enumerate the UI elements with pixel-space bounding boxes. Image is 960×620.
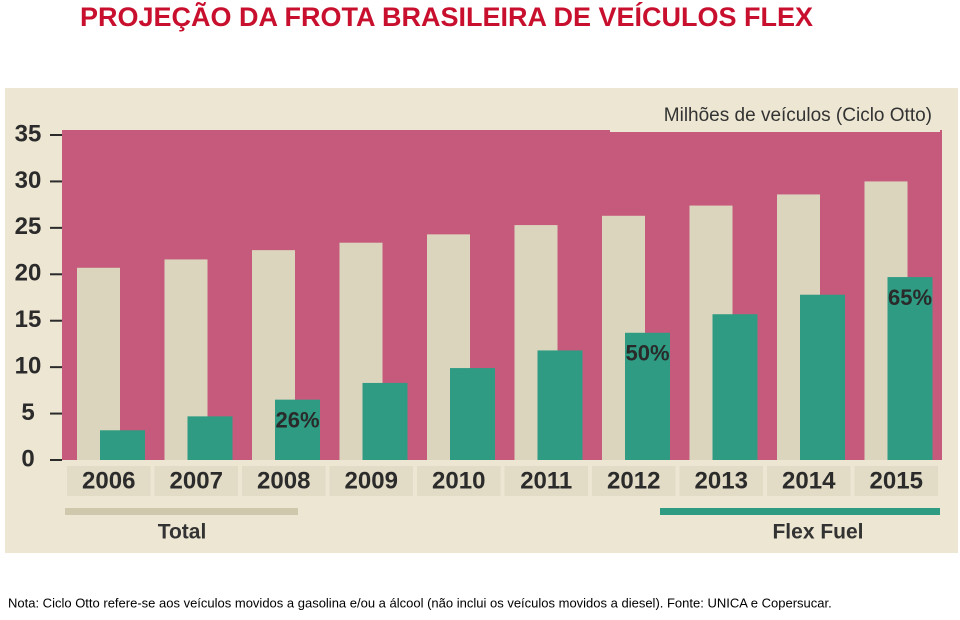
- y-tick-label: 20: [15, 260, 42, 287]
- bar: [625, 332, 670, 460]
- bar: [100, 430, 145, 460]
- x-tick-background: [154, 466, 238, 496]
- bar: [450, 368, 495, 460]
- y-tick-label: 30: [15, 167, 42, 194]
- x-tick-background: [679, 466, 763, 496]
- x-tick-background: [329, 466, 413, 496]
- y-tick-label: 5: [21, 399, 34, 426]
- y-tick-label: 35: [15, 120, 42, 147]
- x-tick-label: 2008: [257, 467, 310, 494]
- y-tick-label: 0: [21, 445, 34, 472]
- bar: [77, 267, 120, 460]
- note: Nota: Ciclo Otto refere-se aos veículos …: [8, 595, 832, 610]
- bar: [712, 314, 758, 460]
- x-tick-label: 2013: [695, 467, 748, 494]
- y-axis-label: Milhões de veículos (Ciclo Otto): [664, 105, 932, 126]
- bar: [800, 294, 845, 460]
- annotation: 65%: [888, 285, 932, 310]
- x-tick-label: 2012: [607, 467, 660, 494]
- x-tick-background: [592, 466, 676, 496]
- legend-swatch: [660, 508, 940, 515]
- x-tick-background: [504, 466, 588, 496]
- x-tick-label: 2007: [170, 467, 223, 494]
- x-tick-background: [767, 466, 851, 496]
- bar: [187, 416, 233, 460]
- x-tick-label: 2006: [82, 467, 135, 494]
- y-tick-label: 15: [15, 306, 42, 333]
- x-tick-label: 2015: [870, 467, 923, 494]
- chart-title: PROJEÇÃO DA FROTA BRASILEIRA DE VEÍCULOS…: [80, 1, 813, 32]
- annotation: 26%: [275, 407, 319, 432]
- bar: [275, 399, 320, 460]
- legend-swatch: [65, 508, 298, 515]
- x-tick-label: 2011: [520, 467, 572, 494]
- bar: [887, 277, 933, 460]
- x-tick-label: 2014: [782, 467, 836, 494]
- bar: [537, 350, 583, 460]
- x-tick-label: 2010: [432, 467, 485, 494]
- legend-label: Flex Fuel: [772, 521, 863, 544]
- bar: [362, 382, 408, 460]
- x-tick-background: [242, 466, 326, 496]
- annotation: 50%: [625, 341, 669, 366]
- label-background: [610, 98, 940, 132]
- y-tick-label: 25: [15, 213, 42, 240]
- x-tick-background: [67, 466, 151, 496]
- x-tick-label: 2009: [345, 467, 398, 494]
- x-tick-background: [854, 466, 938, 496]
- y-tick-label: 10: [15, 352, 42, 379]
- legend-label: Total: [158, 521, 207, 544]
- x-tick-background: [417, 466, 501, 496]
